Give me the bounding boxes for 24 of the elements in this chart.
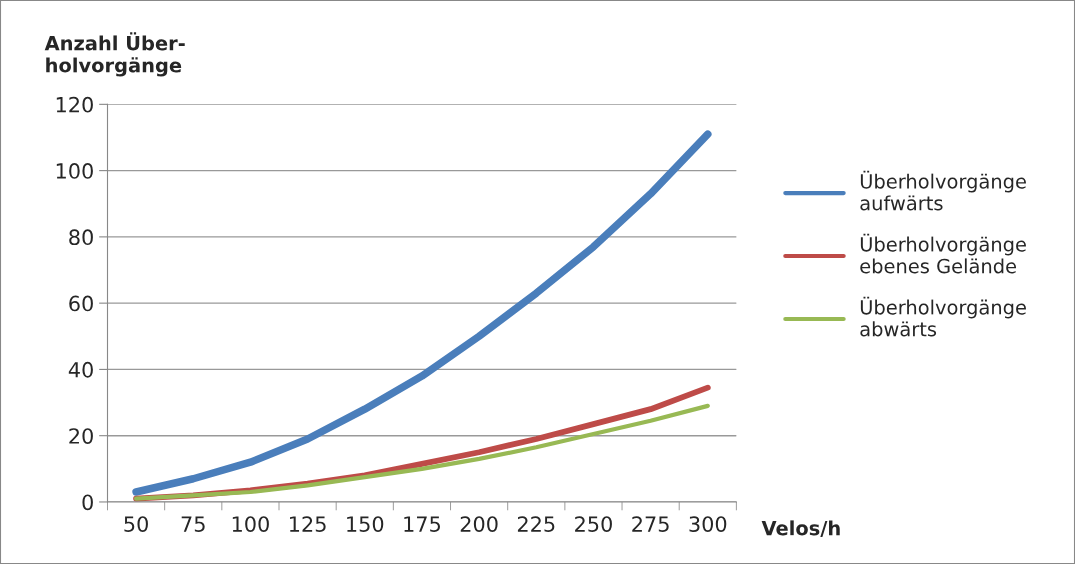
y-tick-label: 120: [56, 96, 93, 113]
x-tick-label: 75: [181, 516, 205, 532]
x-tick-label: 200: [460, 516, 498, 532]
legend-label: Überholvorgänge ebenes Gelände: [860, 233, 1026, 274]
legend-label: Überholvorgänge abwärts: [860, 296, 1026, 337]
x-axis-title: Velos/h: [761, 520, 840, 537]
x-tick-label: 150: [347, 516, 384, 532]
x-tick-label: 100: [232, 516, 269, 532]
y-tick-label: 20: [69, 428, 93, 444]
x-tick-label: 225: [517, 516, 555, 532]
y-tick-label: 60: [69, 295, 93, 312]
x-tick-label: 250: [575, 516, 612, 532]
y-tick-label: 40: [68, 361, 93, 378]
x-tick-label: 50: [124, 516, 148, 532]
x-tick-label: 125: [290, 516, 326, 532]
line-series: [134, 403, 710, 501]
y-tick-label: 0: [82, 494, 93, 511]
y-tick-label: 100: [56, 163, 93, 179]
x-tick-label: 275: [632, 516, 669, 532]
y-axis-title: Anzahl Über- holvorgänge: [44, 32, 185, 77]
y-tick-label: 80: [69, 229, 93, 246]
legend-label: Überholvorgänge aufwärts: [860, 170, 1026, 211]
x-tick-label: 300: [689, 516, 727, 532]
x-tick-label: 175: [404, 516, 440, 532]
